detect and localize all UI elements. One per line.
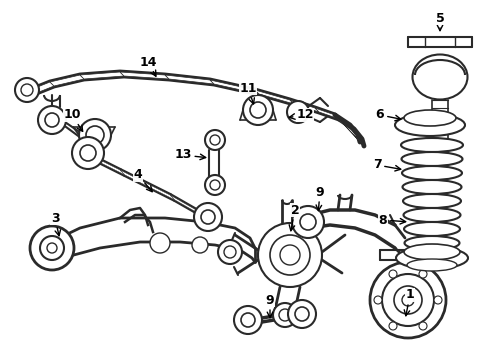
- Circle shape: [45, 113, 59, 127]
- Circle shape: [287, 101, 309, 123]
- Ellipse shape: [403, 208, 461, 222]
- Ellipse shape: [404, 110, 456, 126]
- Ellipse shape: [407, 259, 457, 271]
- Polygon shape: [210, 80, 259, 94]
- Text: 10: 10: [63, 108, 83, 131]
- Text: 9: 9: [266, 293, 274, 318]
- Circle shape: [389, 270, 397, 278]
- Ellipse shape: [401, 138, 463, 152]
- Ellipse shape: [413, 54, 467, 99]
- Circle shape: [370, 262, 446, 338]
- Circle shape: [194, 203, 222, 231]
- Circle shape: [86, 126, 104, 144]
- Circle shape: [300, 214, 316, 230]
- Text: 14: 14: [139, 55, 157, 76]
- Circle shape: [21, 84, 33, 96]
- Text: 1: 1: [404, 288, 415, 316]
- Ellipse shape: [402, 166, 462, 180]
- Circle shape: [402, 294, 414, 306]
- Polygon shape: [90, 155, 125, 175]
- Circle shape: [205, 175, 225, 195]
- Ellipse shape: [404, 222, 460, 236]
- Polygon shape: [80, 72, 124, 79]
- Text: 6: 6: [376, 108, 401, 122]
- Circle shape: [38, 106, 66, 134]
- Circle shape: [40, 236, 64, 260]
- Circle shape: [192, 237, 208, 253]
- Circle shape: [234, 306, 262, 334]
- Text: 7: 7: [372, 158, 401, 171]
- Text: 4: 4: [134, 168, 152, 192]
- Polygon shape: [290, 100, 319, 112]
- Circle shape: [30, 226, 74, 270]
- Circle shape: [218, 240, 242, 264]
- Text: 11: 11: [239, 81, 257, 104]
- Circle shape: [241, 313, 255, 327]
- Polygon shape: [120, 170, 175, 200]
- Text: 13: 13: [174, 148, 206, 162]
- Circle shape: [292, 206, 324, 238]
- Text: 2: 2: [289, 203, 299, 231]
- Polygon shape: [165, 75, 214, 84]
- Text: 9: 9: [316, 185, 324, 211]
- Circle shape: [210, 180, 220, 190]
- Text: 8: 8: [379, 213, 406, 226]
- Circle shape: [295, 307, 309, 321]
- Circle shape: [273, 303, 297, 327]
- Polygon shape: [50, 75, 84, 86]
- Circle shape: [150, 233, 170, 253]
- Circle shape: [419, 322, 427, 330]
- Ellipse shape: [405, 236, 460, 250]
- Polygon shape: [170, 195, 210, 220]
- Circle shape: [243, 95, 273, 125]
- Circle shape: [434, 296, 442, 304]
- Circle shape: [389, 322, 397, 330]
- Ellipse shape: [396, 247, 468, 269]
- Polygon shape: [30, 82, 54, 94]
- Text: 3: 3: [50, 211, 61, 236]
- Ellipse shape: [404, 244, 460, 260]
- Circle shape: [419, 270, 427, 278]
- Circle shape: [374, 296, 382, 304]
- Circle shape: [280, 245, 300, 265]
- Circle shape: [270, 235, 310, 275]
- Circle shape: [210, 135, 220, 145]
- Text: 12: 12: [289, 108, 314, 122]
- Circle shape: [224, 246, 236, 258]
- Polygon shape: [120, 72, 169, 79]
- Circle shape: [79, 119, 111, 151]
- Circle shape: [288, 300, 316, 328]
- Circle shape: [80, 145, 96, 161]
- Circle shape: [382, 274, 434, 326]
- Ellipse shape: [395, 114, 465, 136]
- Text: 5: 5: [436, 12, 444, 31]
- Circle shape: [258, 223, 322, 287]
- Circle shape: [250, 102, 266, 118]
- Circle shape: [279, 309, 291, 321]
- Circle shape: [201, 210, 215, 224]
- Circle shape: [394, 286, 422, 314]
- Circle shape: [72, 137, 104, 169]
- Circle shape: [205, 130, 225, 150]
- Circle shape: [47, 243, 57, 253]
- Circle shape: [15, 78, 39, 102]
- Ellipse shape: [402, 180, 462, 194]
- Ellipse shape: [403, 194, 461, 208]
- Ellipse shape: [401, 152, 463, 166]
- Polygon shape: [255, 90, 294, 104]
- Polygon shape: [315, 108, 339, 119]
- Polygon shape: [335, 115, 364, 146]
